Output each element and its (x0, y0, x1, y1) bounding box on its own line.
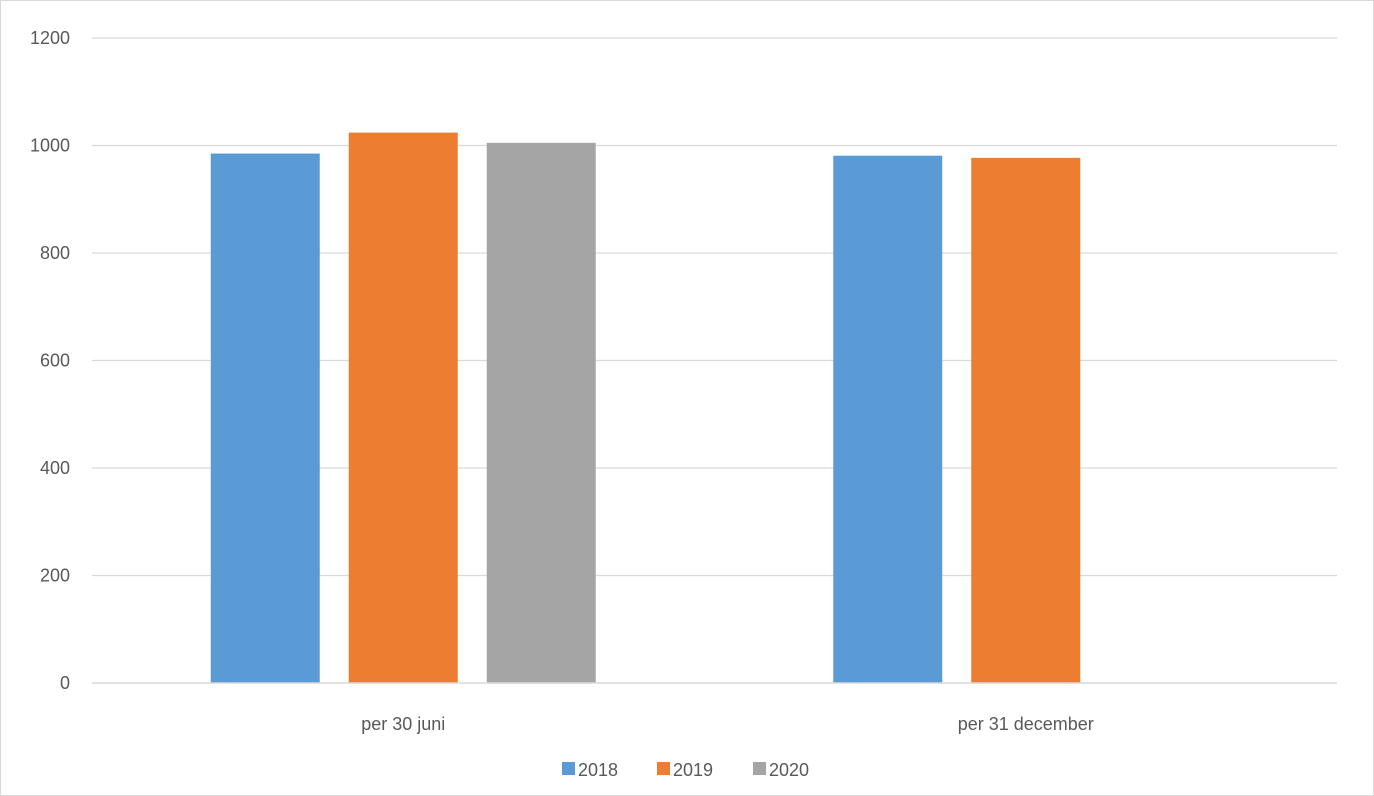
legend-swatch-2020 (753, 762, 766, 775)
bar-2020-0 (486, 142, 596, 683)
y-tick-label: 1000 (30, 136, 70, 156)
legend-label-2019: 2019 (673, 760, 713, 780)
bar-2019-0 (348, 132, 458, 684)
x-axis-ticks: per 30 juni per 31 december (361, 714, 1094, 734)
legend-swatch-2018 (562, 762, 575, 775)
y-tick-label: 1200 (30, 28, 70, 48)
legend-swatch-2019 (657, 762, 670, 775)
y-tick-label: 600 (40, 351, 70, 371)
x-tick-label: per 31 december (958, 714, 1094, 734)
bar-2019-1 (971, 157, 1081, 684)
x-tick-label: per 30 juni (361, 714, 445, 734)
y-tick-label: 800 (40, 243, 70, 263)
legend-label-2020: 2020 (769, 760, 809, 780)
bar-2018-0 (210, 153, 320, 683)
bar-2018-1 (833, 155, 943, 683)
bars (210, 132, 1081, 684)
y-tick-label: 0 (60, 673, 70, 693)
y-tick-label: 400 (40, 458, 70, 478)
y-tick-label: 200 (40, 566, 70, 586)
legend: 2018 2019 2020 (562, 760, 809, 780)
legend-label-2018: 2018 (578, 760, 618, 780)
y-axis-ticks: 0 200 400 600 800 1000 1200 (30, 28, 70, 693)
